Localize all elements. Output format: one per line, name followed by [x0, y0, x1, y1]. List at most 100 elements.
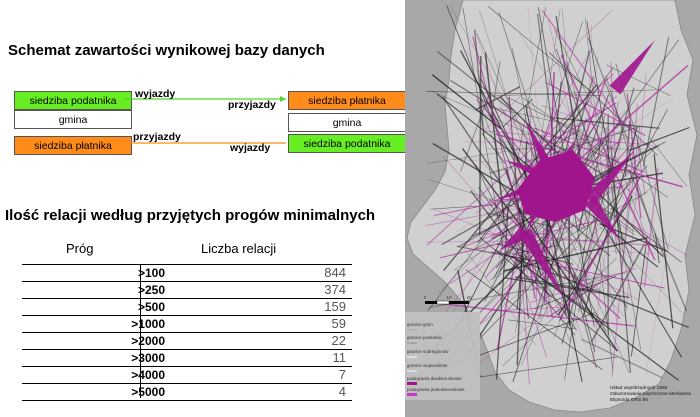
- flow-line: [628, 126, 690, 152]
- column-header-count: Liczba relacji: [201, 241, 277, 256]
- flow-line: [605, 130, 645, 232]
- flow-line: [605, 75, 659, 254]
- legend-two-way-swatch: [407, 382, 417, 385]
- flow-line: [478, 55, 482, 236]
- flow-line: [585, 17, 603, 180]
- table-row: >3000 11: [22, 349, 352, 367]
- flow-line: [521, 97, 668, 198]
- scale-label-10: 10: [446, 295, 452, 300]
- flow-line: [610, 207, 682, 263]
- scale-label-20: 20: [466, 295, 472, 300]
- flow-line: [581, 338, 663, 379]
- flow-line: [489, 191, 648, 281]
- table-row: >2000 22: [22, 332, 352, 350]
- map-major-flows: [495, 40, 655, 300]
- flow-line: [440, 302, 635, 327]
- map-scale-bar: 0 10 20: [424, 295, 472, 305]
- row-threshold: >5000: [131, 385, 165, 399]
- flow-line: [534, 102, 617, 153]
- flow-line: [554, 107, 631, 338]
- flow-map: 0 10 20 granice gmin granice powiatów gr…: [405, 0, 700, 417]
- flow-line: [507, 232, 547, 274]
- flow-line: [476, 86, 520, 110]
- flow-line: [569, 108, 668, 294]
- left-box-taxpayer: siedziba podatnika: [14, 91, 132, 110]
- flow-line: [610, 62, 617, 172]
- credit-line-2: Odwzorowanie poprzeczne Merkatora: [610, 391, 691, 397]
- flow-line: [655, 233, 660, 264]
- right-box-taxpayer: siedziba podatnika: [288, 134, 406, 153]
- arrow-top-label-right: przyjazdy: [228, 99, 276, 111]
- flow-line: [508, 238, 547, 358]
- flow-line: [512, 94, 610, 383]
- flow-line: [432, 142, 530, 201]
- flow-line: [555, 16, 584, 176]
- flow-line: [516, 237, 525, 310]
- flow-line: [442, 84, 598, 272]
- arrow-top-label-left: wyjazdy: [135, 88, 176, 100]
- row-count: 159: [324, 299, 346, 314]
- legend-two-way: powiązania dwukierunkowe: [407, 376, 462, 381]
- table-column-divider: [140, 264, 141, 398]
- arrow-top-head: [280, 96, 286, 102]
- scale-label-0: 0: [424, 295, 427, 300]
- flow-line: [494, 249, 689, 329]
- flow-line: [427, 147, 530, 164]
- flow-line: [586, 21, 624, 244]
- flow-line: [441, 206, 532, 317]
- flow-line: [504, 277, 630, 299]
- flow-line: [503, 237, 648, 272]
- flow-line: [446, 5, 573, 321]
- flow-line: [600, 221, 683, 358]
- table-bottom-rule: [22, 400, 352, 401]
- flow-line: [460, 92, 490, 172]
- flow-line: [442, 155, 523, 246]
- flow-line: [499, 6, 547, 259]
- row-count: 844: [324, 265, 346, 280]
- flow-line: [483, 9, 613, 132]
- flow-line: [478, 356, 618, 378]
- flow-line: [502, 257, 617, 367]
- flow-line: [505, 116, 519, 136]
- column-header-threshold: Próg: [66, 241, 94, 256]
- flow-line: [488, 6, 591, 92]
- flow-line: [488, 89, 657, 97]
- flow-line: [431, 74, 502, 130]
- flow-wedge: [609, 40, 655, 95]
- map-legend: granice gmin granice powiatów granice su…: [405, 312, 480, 400]
- flow-line: [478, 186, 578, 331]
- row-count: 22: [331, 333, 346, 348]
- flow-wedge: [500, 226, 530, 250]
- flow-line: [462, 7, 504, 248]
- schema-title: Schemat zawartości wynikowej bazy danych: [8, 42, 325, 59]
- row-threshold: >250: [137, 283, 165, 297]
- flow-line: [642, 36, 670, 167]
- flow-line: [543, 242, 552, 283]
- legend-one-way-swatch: [407, 393, 417, 396]
- flow-line: [643, 168, 659, 288]
- flow-line: [601, 123, 623, 277]
- flow-wedge: [584, 195, 620, 240]
- relations-title: Ilość relacji według przyjętych progów m…: [5, 207, 376, 224]
- right-box-payer: siedziba płatnika: [288, 91, 406, 110]
- flow-line: [511, 47, 534, 159]
- legend-voivodeships: granice województw: [407, 363, 448, 368]
- legend-counties: granice powiatów: [407, 335, 443, 340]
- left-box-commune: gmina: [14, 110, 132, 129]
- flow-line: [502, 98, 533, 128]
- table-row: >250 374: [22, 281, 352, 299]
- flow-line: [648, 136, 688, 187]
- flow-line: [496, 247, 519, 351]
- flow-line: [564, 114, 605, 380]
- table-row: >1000 59: [22, 315, 352, 333]
- flow-line: [610, 147, 631, 373]
- flow-line: [645, 231, 672, 376]
- table-row: >100 844: [22, 264, 352, 282]
- flow-line: [530, 267, 636, 303]
- right-box-commune: gmina: [288, 113, 406, 132]
- flow-line: [465, 269, 603, 370]
- flow-line: [630, 235, 648, 357]
- flow-line: [474, 29, 485, 136]
- flow-line: [436, 50, 513, 111]
- flow-line: [615, 63, 669, 250]
